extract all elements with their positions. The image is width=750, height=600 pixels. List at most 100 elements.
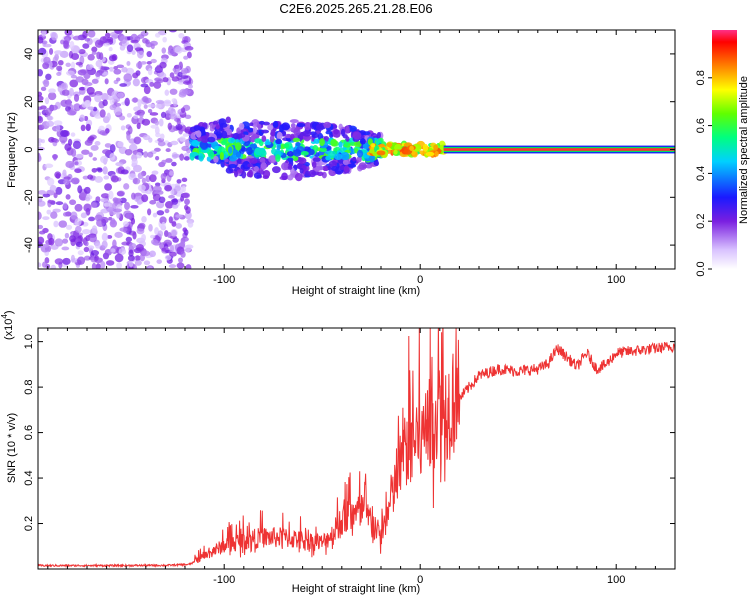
spectrogram-cell [272, 120, 279, 129]
spectrogram-cell [250, 135, 256, 143]
spectrogram-cell [343, 165, 350, 173]
spectrogram-cell [153, 81, 162, 89]
spectrogram-ytick-label: 40 [23, 48, 35, 60]
spectrogram-cell [100, 198, 109, 203]
spectrogram-cell [149, 250, 156, 258]
spectrogram-cell [143, 104, 148, 109]
spectrogram-cell [51, 32, 58, 41]
spectrogram-cell [144, 97, 152, 104]
spectrogram-cell [183, 55, 189, 60]
spectrogram-cell [180, 239, 186, 248]
spectrogram-cell [412, 143, 422, 153]
spectrogram-cell [133, 136, 142, 145]
spectrogram-cell [91, 262, 97, 269]
spectrogram-cell [154, 32, 161, 38]
spectrogram-cell [225, 167, 234, 174]
spectrogram-cell [136, 200, 143, 205]
spectrogram-cell [131, 217, 136, 225]
spectrogram-cell [185, 138, 191, 148]
spectrogram-cell [67, 110, 77, 116]
spectrogram-cell [134, 255, 141, 262]
spectrogram-cell [159, 216, 167, 225]
spectrogram-cell [119, 115, 126, 121]
spectrogram-cell [171, 161, 177, 167]
spectrogram-cell [253, 165, 259, 172]
spectrogram-cell [116, 64, 125, 69]
spectrogram-cell [150, 234, 156, 239]
spectrogram-cell [139, 113, 144, 118]
spectrogram-cell [154, 120, 160, 126]
spectrogram-cell [70, 61, 76, 70]
spectrogram-cell [128, 260, 134, 268]
spectrogram-cell [54, 171, 62, 179]
spectrogram-cell [137, 172, 144, 180]
spectrogram-cell [109, 104, 117, 111]
spectrogram-cell [207, 150, 215, 158]
snr-xlabel: Height of straight line (km) [292, 583, 420, 595]
spectrogram-cell [147, 208, 152, 216]
spectrogram-cell [85, 123, 91, 132]
spectrogram-cell [88, 216, 95, 222]
spectrogram-cell [131, 50, 136, 55]
spectrogram-xtick-label: 0 [417, 274, 423, 286]
spectrogram-cell [290, 122, 296, 129]
spectrogram-cell [38, 262, 42, 268]
spectrogram-cell [164, 254, 172, 261]
spectrogram-cell [65, 62, 71, 68]
spectrogram-cell [276, 131, 283, 140]
spectrogram-cell [347, 163, 357, 168]
spectrogram-cell [272, 166, 281, 174]
spectrogram-cell [287, 165, 293, 170]
spectrogram-cell [195, 130, 202, 138]
spectrogram-cell [193, 125, 201, 132]
spectrogram-cell [108, 55, 117, 62]
spectrogram-cell [175, 214, 183, 218]
spectrogram-cell [181, 88, 191, 95]
spectrogram-cell [163, 101, 172, 107]
spectrogram-cell [334, 153, 343, 161]
spectrogram-cell [88, 234, 97, 243]
spectrogram-ytick-label: -20 [23, 189, 35, 205]
spectrogram-cell [376, 131, 381, 139]
spectrogram-cell [53, 192, 58, 199]
spectrogram-cell [143, 85, 151, 95]
spectrogram-cell [215, 124, 220, 130]
spectrogram-cell [50, 264, 57, 269]
spectrogram-cell [165, 148, 171, 153]
spectrogram-cell [106, 112, 111, 121]
spectrogram-cell [187, 221, 194, 228]
spectrogram-cell [72, 140, 82, 150]
spectrogram-cell [114, 231, 123, 238]
spectrogram-cell [113, 208, 122, 213]
spectrogram-cell [110, 218, 116, 225]
spectrogram-cell [110, 248, 116, 253]
spectrogram-cell [161, 247, 167, 252]
colorbar-tick-label: 0.6 [695, 118, 707, 133]
spectrogram-cell [125, 67, 135, 75]
spectrogram-cell [73, 94, 80, 102]
spectrogram-cell [81, 149, 90, 155]
spectrogram-cell [178, 33, 185, 39]
spectrogram-cell [359, 138, 366, 145]
spectrogram-cell [207, 136, 216, 143]
spectrogram-cell [112, 239, 117, 248]
spectrogram-cell [140, 83, 149, 88]
colorbar-tick-label: 0.8 [695, 70, 707, 85]
spectrogram-cell [38, 36, 44, 44]
spectrogram-cell [157, 141, 166, 147]
spectrogram-cell [168, 264, 177, 269]
spectrogram-cell [126, 61, 131, 66]
spectrogram-cell [181, 145, 190, 151]
spectrogram-cell [70, 254, 76, 263]
spectrogram-cell [172, 237, 179, 243]
snr-xtick-label: 100 [607, 574, 625, 586]
spectrogram-cell [293, 127, 301, 136]
spectrogram-cell [102, 99, 108, 107]
spectrogram-xlabel: Height of straight line (km) [292, 285, 420, 297]
spectrogram-cell [120, 169, 129, 175]
snr-ytick-label: 0.4 [23, 470, 35, 485]
spectrogram-cell [309, 149, 315, 156]
colorbar-tick-label: 0.0 [695, 261, 707, 276]
snr-ytick-label: 0.6 [23, 425, 35, 440]
